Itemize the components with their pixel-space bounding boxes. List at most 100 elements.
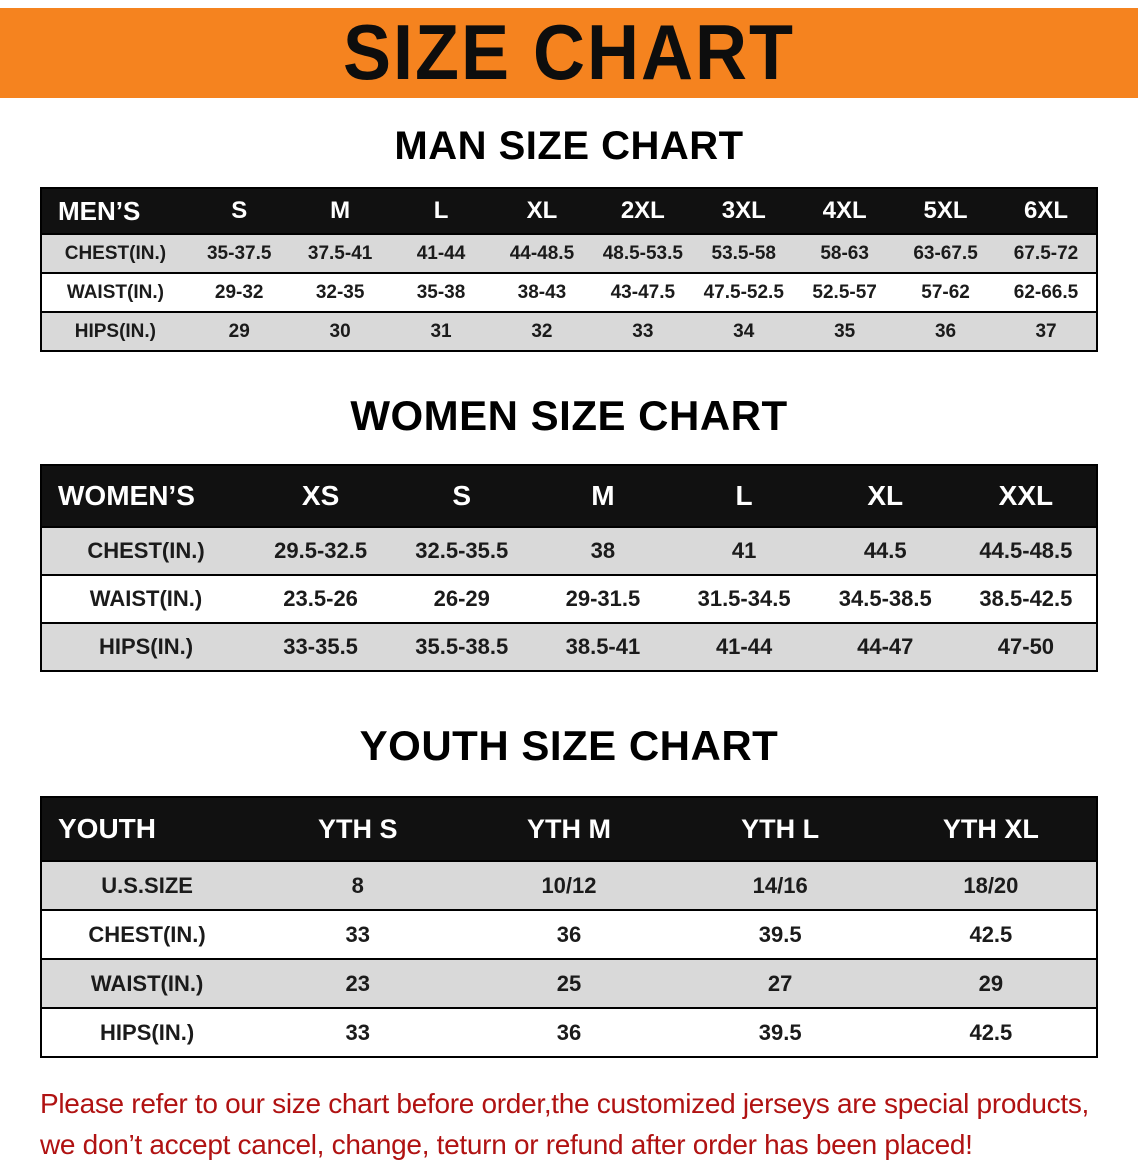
- size-col-header: YTH M: [463, 797, 675, 861]
- size-cell: 29: [188, 311, 290, 351]
- youth-section: YOUTH SIZE CHART YOUTH YTH S YTH M YTH L…: [0, 722, 1138, 1058]
- size-cell: 33: [592, 311, 694, 351]
- size-col-header: XS: [250, 465, 392, 527]
- disclaimer-line-1: Please refer to our size chart before or…: [40, 1088, 1090, 1119]
- size-col-header: YTH L: [674, 797, 886, 861]
- size-cell: 36: [463, 1007, 675, 1057]
- size-cell: 53.5-58: [693, 233, 795, 273]
- size-chart-page: SIZE CHART MAN SIZE CHART MEN’S S M L XL…: [0, 8, 1138, 1165]
- men-section: MAN SIZE CHART MEN’S S M L XL 2XL 3XL 4X…: [0, 124, 1138, 352]
- size-col-header: L: [390, 188, 492, 234]
- table-row: CHEST(IN.) 33 36 39.5 42.5: [41, 909, 1097, 959]
- size-cell: 57-62: [895, 272, 997, 312]
- size-col-header: L: [673, 465, 815, 527]
- table-row: WAIST(IN.) 23 25 27 29: [41, 958, 1097, 1008]
- row-label: HIPS(IN.): [41, 622, 251, 671]
- table-header-row: MEN’S S M L XL 2XL 3XL 4XL 5XL 6XL: [41, 188, 1097, 234]
- size-cell: 34: [693, 311, 795, 351]
- row-label: CHEST(IN.): [41, 233, 189, 273]
- page-title: SIZE CHART: [343, 9, 795, 97]
- disclaimer-line-2: we don’t accept cancel, change, teturn o…: [40, 1128, 973, 1160]
- table-row: U.S.SIZE 8 10/12 14/16 18/20: [41, 860, 1097, 910]
- size-cell: 41: [673, 526, 815, 575]
- size-cell: 31: [390, 311, 492, 351]
- size-cell: 33-35.5: [250, 622, 392, 671]
- table-row: CHEST(IN.) 29.5-32.5 32.5-35.5 38 41 44.…: [41, 526, 1097, 575]
- size-cell: 67.5-72: [996, 233, 1097, 273]
- table-row: WAIST(IN.) 29-32 32-35 35-38 38-43 43-47…: [41, 272, 1097, 312]
- size-cell: 47-50: [955, 622, 1097, 671]
- size-cell: 29-32: [188, 272, 290, 312]
- table-row: HIPS(IN.) 29 30 31 32 33 34 35 36 37: [41, 311, 1097, 351]
- size-cell: 35: [794, 311, 896, 351]
- size-cell: 29-31.5: [532, 574, 674, 623]
- size-cell: 44.5: [814, 526, 956, 575]
- size-cell: 47.5-52.5: [693, 272, 795, 312]
- women-section-heading: WOMEN SIZE CHART: [350, 392, 788, 439]
- size-col-header: 4XL: [794, 188, 896, 234]
- women-size-table: WOMEN’S XS S M L XL XXL CHEST(IN.) 29.5-…: [40, 464, 1098, 672]
- size-cell: 37.5-41: [289, 233, 391, 273]
- size-cell: 34.5-38.5: [814, 574, 956, 623]
- men-size-table: MEN’S S M L XL 2XL 3XL 4XL 5XL 6XL CHEST…: [40, 187, 1098, 352]
- size-cell: 25: [463, 958, 675, 1008]
- table-row: CHEST(IN.) 35-37.5 37.5-41 41-44 44-48.5…: [41, 233, 1097, 273]
- size-cell: 10/12: [463, 860, 675, 910]
- men-section-heading: MAN SIZE CHART: [394, 124, 744, 168]
- size-col-header: XXL: [955, 465, 1097, 527]
- size-cell: 26-29: [391, 574, 533, 623]
- disclaimer: Please refer to our size chart before or…: [40, 1084, 1138, 1165]
- size-col-header: 6XL: [996, 188, 1097, 234]
- size-cell: 58-63: [794, 233, 896, 273]
- table-row: HIPS(IN.) 33-35.5 35.5-38.5 38.5-41 41-4…: [41, 622, 1097, 671]
- size-cell: 42.5: [885, 1007, 1097, 1057]
- size-cell: 44.5-48.5: [955, 526, 1097, 575]
- table-row: WAIST(IN.) 23.5-26 26-29 29-31.5 31.5-34…: [41, 574, 1097, 623]
- youth-header-label: YOUTH: [41, 797, 253, 861]
- size-cell: 35-38: [390, 272, 492, 312]
- row-label: CHEST(IN.): [41, 909, 253, 959]
- size-col-header: YTH S: [252, 797, 464, 861]
- size-cell: 31.5-34.5: [673, 574, 815, 623]
- table-header-row: YOUTH YTH S YTH M YTH L YTH XL: [41, 797, 1097, 861]
- size-cell: 23: [252, 958, 464, 1008]
- row-label: WAIST(IN.): [41, 574, 251, 623]
- size-cell: 44-47: [814, 622, 956, 671]
- size-cell: 39.5: [674, 909, 886, 959]
- size-col-header: XL: [491, 188, 593, 234]
- size-col-header: S: [391, 465, 533, 527]
- row-label: HIPS(IN.): [41, 1007, 253, 1057]
- row-label: CHEST(IN.): [41, 526, 251, 575]
- size-cell: 63-67.5: [895, 233, 997, 273]
- size-cell: 32: [491, 311, 593, 351]
- size-cell: 23.5-26: [250, 574, 392, 623]
- women-section: WOMEN SIZE CHART WOMEN’S XS S M L XL XXL…: [0, 392, 1138, 672]
- size-cell: 42.5: [885, 909, 1097, 959]
- size-cell: 14/16: [674, 860, 886, 910]
- size-cell: 43-47.5: [592, 272, 694, 312]
- row-label: HIPS(IN.): [41, 311, 189, 351]
- size-col-header: XL: [814, 465, 956, 527]
- size-col-header: 2XL: [592, 188, 694, 234]
- youth-size-table: YOUTH YTH S YTH M YTH L YTH XL U.S.SIZE …: [40, 796, 1098, 1058]
- size-col-header: 3XL: [693, 188, 795, 234]
- size-cell: 32-35: [289, 272, 391, 312]
- size-col-header: M: [532, 465, 674, 527]
- size-cell: 39.5: [674, 1007, 886, 1057]
- size-cell: 52.5-57: [794, 272, 896, 312]
- size-cell: 29.5-32.5: [250, 526, 392, 575]
- size-cell: 48.5-53.5: [592, 233, 694, 273]
- size-cell: 62-66.5: [996, 272, 1097, 312]
- size-col-header: 5XL: [895, 188, 997, 234]
- size-cell: 38-43: [491, 272, 593, 312]
- women-header-label: WOMEN’S: [41, 465, 251, 527]
- row-label: WAIST(IN.): [41, 272, 189, 312]
- size-cell: 41-44: [673, 622, 815, 671]
- row-label: WAIST(IN.): [41, 958, 253, 1008]
- size-cell: 35.5-38.5: [391, 622, 533, 671]
- size-col-header: M: [289, 188, 391, 234]
- size-col-header: YTH XL: [885, 797, 1097, 861]
- size-cell: 30: [289, 311, 391, 351]
- size-cell: 38.5-42.5: [955, 574, 1097, 623]
- table-header-row: WOMEN’S XS S M L XL XXL: [41, 465, 1097, 527]
